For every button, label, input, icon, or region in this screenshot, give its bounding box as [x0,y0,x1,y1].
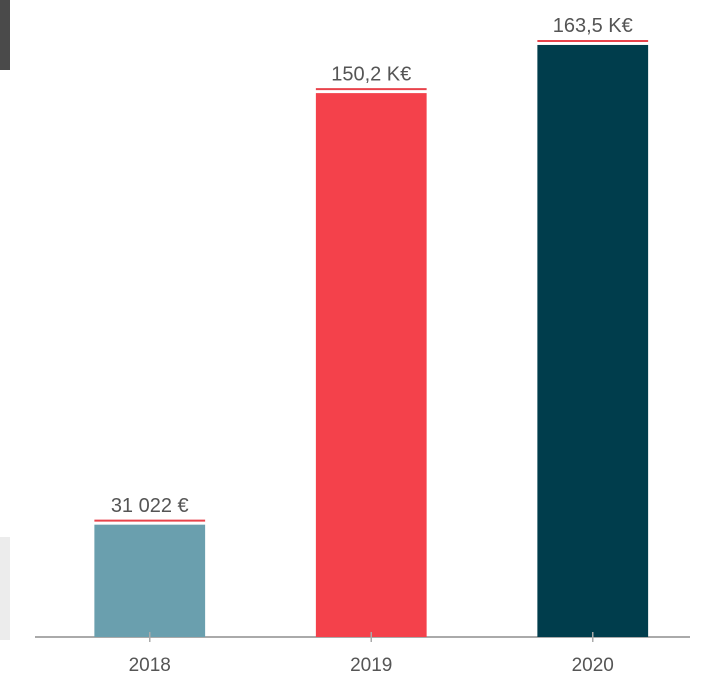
x-tick-label: 2020 [572,655,614,676]
value-label: 163,5 K€ [553,15,633,37]
side-block [0,537,10,640]
x-tick-label: 2018 [129,655,171,676]
value-label: 31 022 € [111,495,189,517]
bar [315,93,427,637]
bar [537,44,649,637]
x-tick-label: 2019 [350,655,392,676]
value-label: 150,2 K€ [331,63,411,85]
bar [94,524,206,637]
side-block [0,0,10,70]
